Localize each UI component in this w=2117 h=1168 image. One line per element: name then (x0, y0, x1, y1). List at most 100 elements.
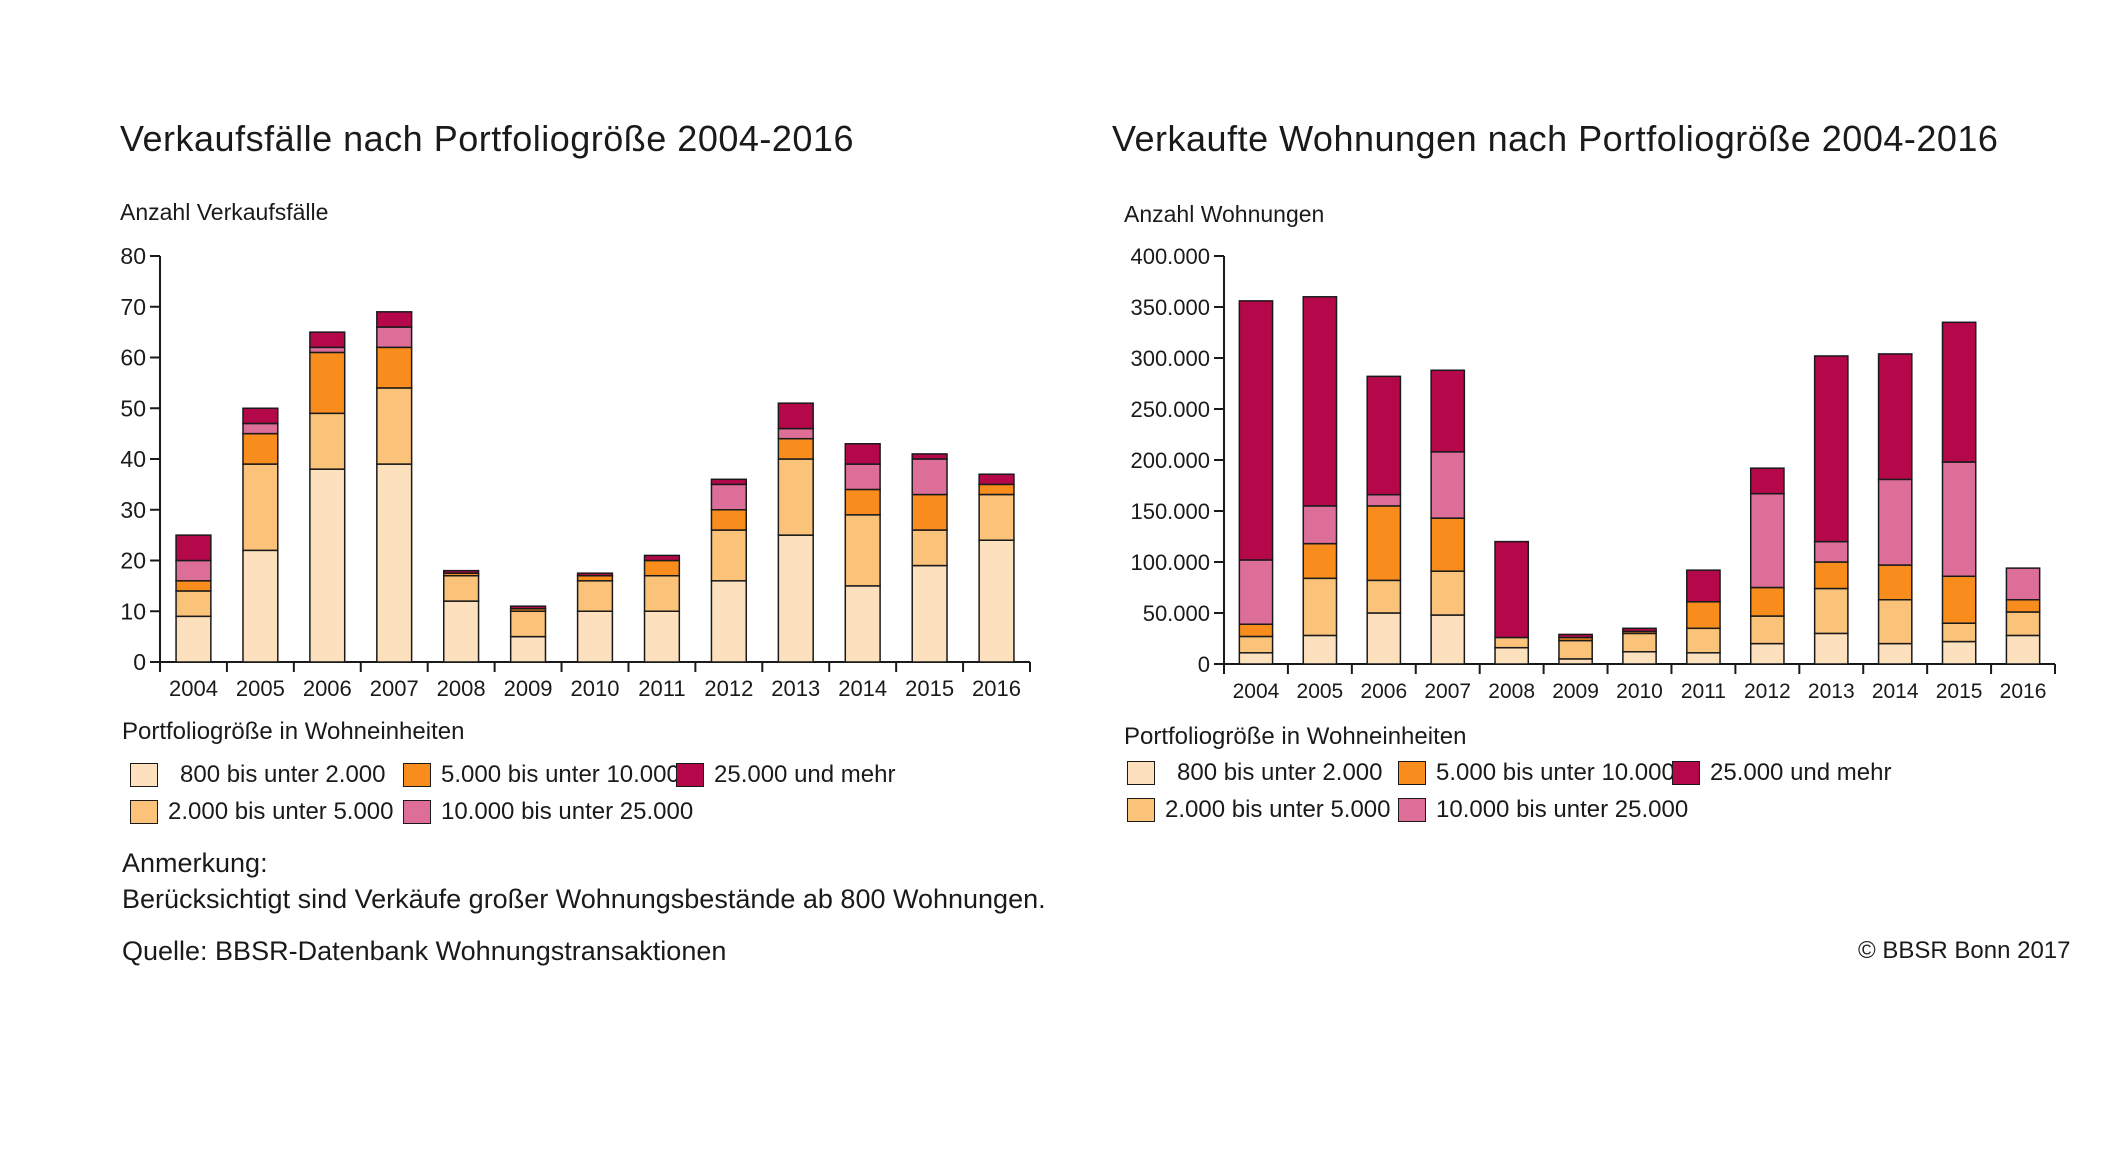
y-tick-label: 200.000 (1130, 448, 1210, 473)
bar-segment (576, 572, 614, 577)
bar-segment (1749, 586, 1785, 617)
bar-segment (1302, 634, 1338, 665)
bar-segment (911, 458, 948, 496)
bar-segment (1813, 355, 1849, 543)
bar-segment (978, 473, 1015, 486)
right-legend-item-5000-10000: 5.000 bis unter 10.000 (1398, 759, 1675, 787)
bar-segment (1366, 493, 1402, 507)
bar-segment (1302, 296, 1338, 507)
y-tick-label: 300.000 (1130, 346, 1210, 371)
bar-segment (710, 529, 747, 582)
left-legend-title: Portfoliogröße in Wohneinheiten (122, 718, 465, 745)
right-legend-item-800-2000: 800 bis unter 2.000 (1127, 759, 1383, 787)
bar-segment (844, 443, 881, 465)
legend-swatch (130, 800, 158, 824)
bar-segment (710, 580, 747, 663)
y-tick-label: 50 (120, 395, 146, 421)
bar-segment (1877, 353, 1913, 481)
bar-segment (1941, 640, 1977, 665)
bar-segment (1686, 627, 1721, 654)
legend-swatch (1127, 798, 1155, 822)
right-legend-title: Portfoliogröße in Wohneinheiten (1124, 723, 1467, 750)
x-tick-label: 2016 (2000, 680, 2047, 703)
bar-segment (1877, 598, 1913, 645)
bar-segment (175, 534, 212, 562)
x-tick-label: 2012 (1744, 680, 1791, 703)
bar-segment (1941, 622, 1977, 643)
bar-segment (1238, 635, 1274, 654)
x-tick-label: 2006 (1360, 680, 1407, 703)
bar-segment (376, 463, 413, 663)
bar-segment (1494, 636, 1530, 649)
bar-segment (576, 610, 614, 663)
bar-segment (2005, 611, 2041, 637)
x-tick-label: 2016 (972, 676, 1021, 701)
bar-segment (1238, 559, 1274, 625)
left-legend-item-10000-25000: 10.000 bis unter 25.000 (403, 798, 693, 826)
left-legend-item-2000-5000: 2.000 bis unter 5.000 (130, 798, 394, 826)
bar-segment (844, 488, 881, 516)
bar-segment (1686, 652, 1721, 665)
legend-label: 10.000 bis unter 25.000 (441, 798, 694, 825)
bar-segment (1430, 451, 1466, 519)
bar-segment (1622, 627, 1657, 633)
legend-label: 25.000 und mehr (1710, 759, 1892, 786)
bar-segment (978, 493, 1015, 541)
bar-segment (911, 453, 948, 460)
legend-label: 2.000 bis unter 5.000 (1165, 796, 1391, 823)
right-legend-item-25000-plus: 25.000 und mehr (1672, 759, 1891, 787)
bar-segment (2005, 567, 2041, 601)
bar-segment (242, 407, 279, 425)
x-tick-label: 2004 (1233, 680, 1280, 703)
y-tick-label: 70 (120, 294, 146, 320)
bar-segment (443, 569, 480, 574)
bar-segment (911, 493, 948, 531)
left-legend-item-5000-10000: 5.000 bis unter 10.000 (403, 761, 680, 789)
legend-swatch (403, 763, 431, 787)
bar-segment (1302, 542, 1338, 580)
bar-segment (1558, 658, 1593, 665)
bar-segment (1941, 575, 1977, 624)
y-tick-label: 0 (1198, 652, 1210, 677)
note-heading: Anmerkung: (122, 848, 268, 878)
y-tick-label: 350.000 (1130, 295, 1210, 320)
x-tick-label: 2006 (303, 676, 352, 701)
legend-label: 2.000 bis unter 5.000 (168, 798, 394, 825)
bar-segment (1366, 375, 1402, 496)
bar-segment (1366, 579, 1402, 614)
legend-swatch (130, 763, 158, 787)
bar-segment (911, 564, 948, 663)
bar-segment (309, 351, 346, 415)
legend-swatch (676, 763, 704, 787)
y-tick-label: 40 (120, 446, 146, 472)
bar-segment (309, 468, 346, 663)
bar-segment (1877, 564, 1913, 601)
legend-swatch (1672, 761, 1700, 785)
legend-label: 5.000 bis unter 10.000 (441, 761, 680, 788)
bar-segment (376, 311, 413, 328)
y-tick-label: 0 (133, 649, 146, 675)
legend-label: 800 bis unter 2.000 (1177, 759, 1383, 786)
y-tick-label: 80 (120, 243, 146, 269)
bar-segment (1558, 639, 1593, 660)
bar-segment (844, 463, 881, 491)
bar-segment (710, 478, 747, 486)
bar-segment (1430, 614, 1466, 665)
bar-segment (509, 605, 547, 610)
bar-segment (1749, 467, 1785, 495)
x-tick-label: 2008 (1488, 680, 1535, 703)
bar-segment (777, 402, 814, 430)
bar-segment (242, 463, 279, 552)
x-tick-label: 2005 (1297, 680, 1344, 703)
bar-segment (1622, 651, 1657, 665)
bar-segment (242, 432, 279, 465)
bar-segment (1813, 632, 1849, 665)
x-tick-label: 2008 (437, 676, 486, 701)
bar-segment (1494, 646, 1530, 665)
source-text: Quelle: BBSR-Datenbank Wohnungstransakti… (122, 936, 727, 966)
right-y-axis-label: Anzahl Wohnungen (1124, 201, 1325, 227)
y-tick-label: 400.000 (1130, 244, 1210, 269)
x-tick-label: 2009 (1552, 680, 1599, 703)
y-tick-label: 50.000 (1143, 601, 1210, 626)
